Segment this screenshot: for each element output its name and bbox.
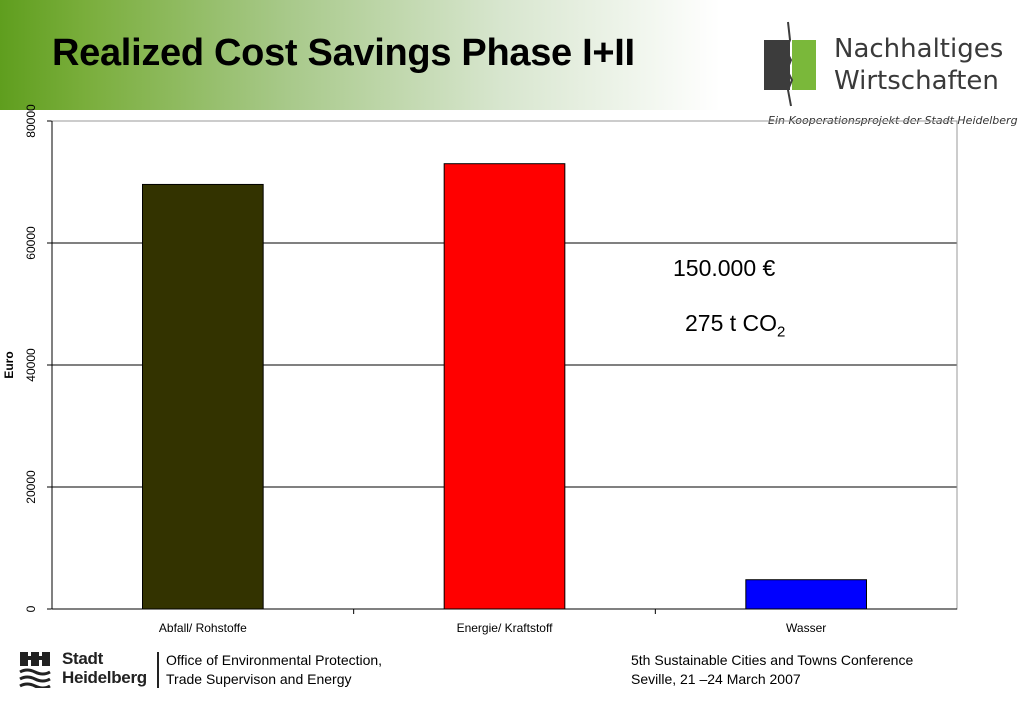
x-tick-label: Wasser: [786, 621, 826, 635]
stadt-heidelberg-logo: Stadt Heidelberg: [18, 648, 158, 690]
y-tick-label: 0: [24, 605, 38, 612]
footer-divider: [157, 652, 159, 688]
bar: [746, 580, 867, 609]
logo-line1: Nachhaltiges: [834, 34, 1003, 64]
y-tick-label: 60000: [24, 226, 38, 260]
heidelberg-emblem-icon: [18, 650, 54, 688]
footer-office: Office of Environmental Protection, Trad…: [166, 651, 382, 689]
footer-conference-line1: 5th Sustainable Cities and Towns Confere…: [631, 651, 913, 670]
footer-office-line2: Trade Supervison and Energy: [166, 670, 382, 689]
co2-subscript: 2: [777, 324, 785, 341]
x-tick-label: Energie/ Kraftstoff: [457, 621, 553, 635]
footer-conference: 5th Sustainable Cities and Towns Confere…: [631, 651, 913, 689]
y-tick-label: 40000: [24, 348, 38, 382]
logo-line2: Wirtschaften: [834, 66, 999, 96]
x-tick-label: Abfall/ Rohstoffe: [159, 621, 247, 635]
y-axis-label: Euro: [2, 351, 16, 378]
total-savings-annotation: 150.000 €: [673, 255, 775, 282]
bar-chart: 0 20000 40000 60000 80000 Abfall/ Rohstoffe En…: [0, 95, 1023, 645]
co2-text: 275 t CO: [685, 310, 777, 336]
footer-logo-line1: Stadt: [62, 649, 103, 669]
footer-logo-line2: Heidelberg: [62, 668, 147, 688]
footer-office-line1: Office of Environmental Protection,: [166, 651, 382, 670]
footer-conference-line2: Seville, 21 –24 March 2007: [631, 670, 913, 689]
bar: [143, 184, 264, 609]
co2-annotation: 275 t CO2: [685, 310, 785, 341]
y-tick-label: 20000: [24, 470, 38, 504]
bar: [444, 164, 565, 609]
page-title: Realized Cost Savings Phase I+II: [52, 32, 635, 75]
y-tick-label: 80000: [24, 104, 38, 138]
